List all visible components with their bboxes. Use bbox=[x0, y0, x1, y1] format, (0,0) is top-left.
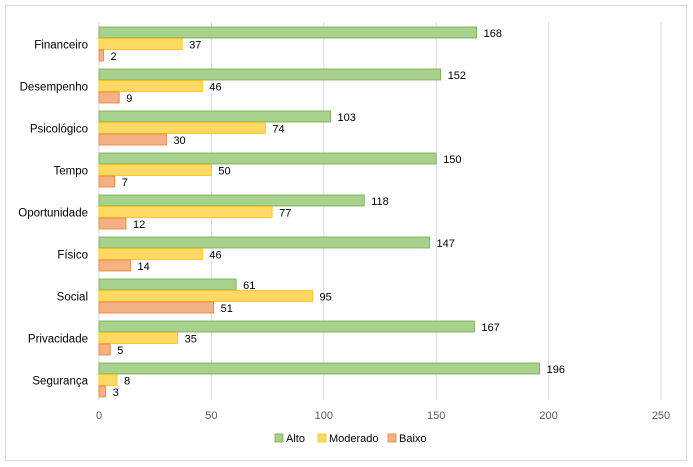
data-label: 30 bbox=[173, 135, 185, 147]
bar-moderado bbox=[98, 206, 273, 218]
category-label: Privacidade bbox=[28, 333, 88, 345]
data-label: 118 bbox=[371, 196, 389, 208]
bar-alto bbox=[98, 320, 475, 333]
x-tick-label: 100 bbox=[315, 410, 333, 422]
bar-baixo bbox=[98, 343, 111, 356]
data-label: 37 bbox=[189, 39, 201, 51]
bar-moderado bbox=[98, 122, 266, 134]
data-label: 9 bbox=[126, 93, 132, 105]
bar-baixo bbox=[98, 301, 215, 314]
data-label: 3 bbox=[113, 387, 119, 399]
data-label: 95 bbox=[320, 291, 332, 303]
bar-moderado bbox=[98, 38, 183, 50]
bar-baixo bbox=[98, 259, 131, 272]
bar-baixo bbox=[98, 49, 104, 62]
x-tick-label: 0 bbox=[96, 410, 102, 422]
data-label: 152 bbox=[448, 70, 466, 82]
category-label: Segurança bbox=[32, 375, 88, 387]
data-label: 147 bbox=[436, 238, 454, 250]
x-tick-label: 250 bbox=[652, 410, 670, 422]
x-tick-label: 50 bbox=[205, 410, 217, 422]
bar-alto bbox=[98, 194, 365, 207]
data-label: 168 bbox=[484, 28, 502, 40]
data-label: 61 bbox=[243, 280, 255, 292]
category-label: Financeiro bbox=[34, 39, 88, 51]
category-label: Tempo bbox=[53, 165, 88, 177]
bar-alto bbox=[98, 152, 437, 165]
data-label: 196 bbox=[547, 364, 565, 376]
data-label: 103 bbox=[338, 112, 356, 124]
category-label: Psicológico bbox=[30, 123, 88, 135]
legend-label: Alto bbox=[286, 433, 305, 445]
data-label: 74 bbox=[272, 123, 284, 135]
bar-alto bbox=[98, 68, 442, 81]
x-tick-label: 200 bbox=[539, 410, 557, 422]
data-label: 8 bbox=[124, 375, 130, 387]
data-label: 150 bbox=[443, 154, 461, 166]
bar-moderado bbox=[98, 248, 203, 260]
data-label: 167 bbox=[481, 322, 499, 334]
data-label: 46 bbox=[209, 249, 221, 261]
bar-alto bbox=[98, 278, 237, 291]
data-label: 77 bbox=[279, 207, 291, 219]
data-label: 12 bbox=[133, 219, 145, 231]
data-label: 7 bbox=[122, 177, 128, 189]
data-label: 2 bbox=[110, 51, 116, 63]
bar-moderado bbox=[98, 332, 179, 344]
legend-swatch-alto bbox=[274, 433, 284, 443]
data-label: 50 bbox=[218, 165, 230, 177]
bar-moderado bbox=[98, 374, 118, 386]
category-label: Físico bbox=[57, 249, 88, 261]
bar-alto bbox=[98, 26, 478, 39]
bar-alto bbox=[98, 362, 541, 375]
bar-baixo bbox=[98, 385, 107, 398]
data-label: 35 bbox=[185, 333, 197, 345]
bar-alto bbox=[98, 110, 331, 123]
legend-swatch-moderado bbox=[317, 433, 327, 443]
category-label: Social bbox=[57, 291, 88, 303]
data-label: 46 bbox=[209, 81, 221, 93]
bar-alto bbox=[98, 236, 430, 249]
bar-baixo bbox=[98, 175, 116, 188]
bar-baixo bbox=[98, 133, 167, 146]
data-label: 14 bbox=[137, 261, 149, 273]
legend-label: Baixo bbox=[399, 433, 427, 445]
legend-label: Moderado bbox=[329, 433, 379, 445]
category-label: Oportunidade bbox=[18, 207, 88, 219]
bar-moderado bbox=[98, 164, 212, 176]
bar-moderado bbox=[98, 80, 203, 92]
category-label: Desempenho bbox=[20, 81, 88, 93]
data-label: 51 bbox=[221, 303, 233, 315]
legend-swatch-baixo bbox=[387, 433, 397, 443]
x-tick-label: 150 bbox=[427, 410, 445, 422]
bar-baixo bbox=[98, 217, 127, 230]
bar-moderado bbox=[98, 290, 313, 302]
bar-baixo bbox=[98, 91, 120, 104]
data-label: 5 bbox=[117, 345, 123, 357]
